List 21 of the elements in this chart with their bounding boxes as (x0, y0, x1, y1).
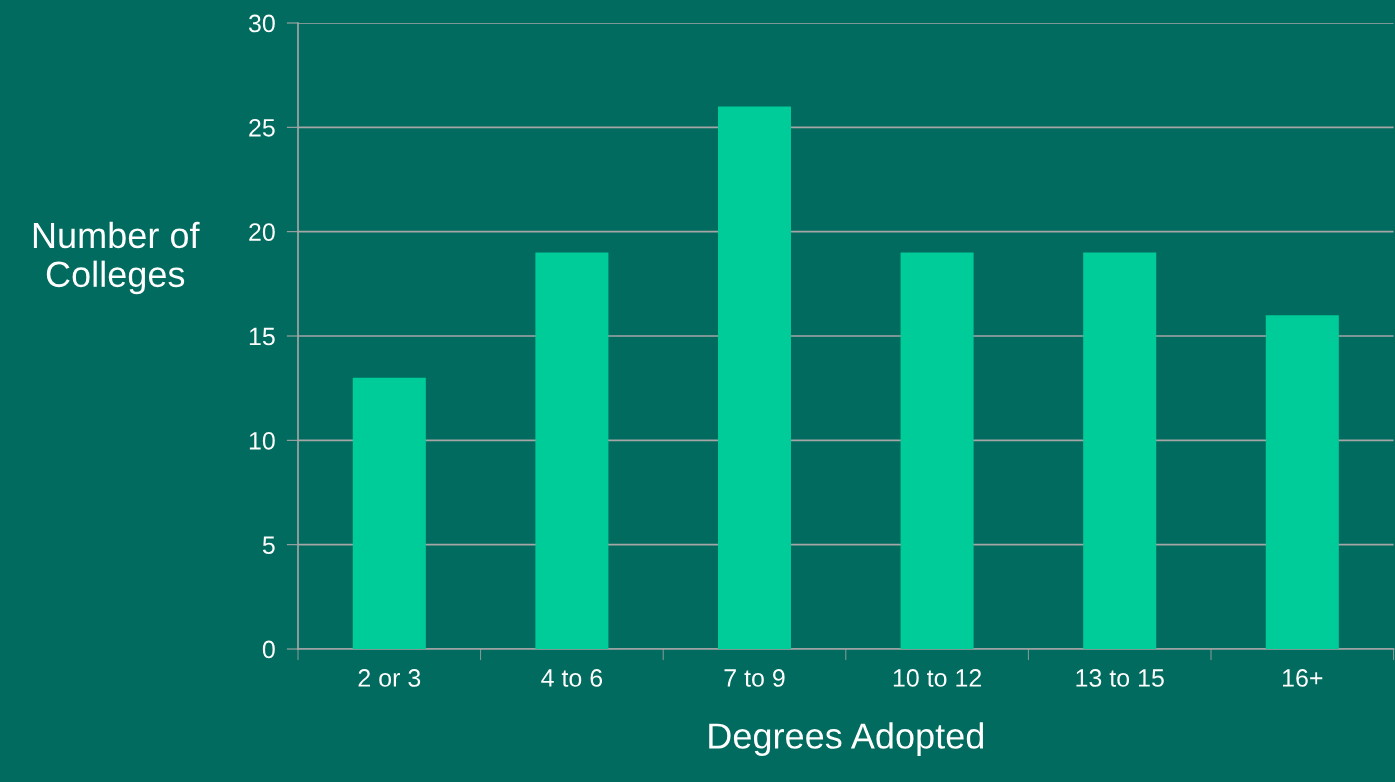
x-tick-label: 16+ (1283, 669, 1323, 687)
y-axis-title: Number of Colleges (33, 221, 200, 295)
bar (717, 106, 792, 649)
x-tick-label: 10 to 12 (893, 669, 982, 687)
y-tick-label: 15 (249, 327, 275, 346)
y-tick-label: 10 (249, 431, 275, 450)
y-tick-label: 25 (249, 118, 275, 137)
x-tick-label: 2 or 3 (358, 669, 421, 687)
y-tick-label: 30 (248, 14, 275, 33)
bar (1083, 252, 1157, 649)
bar (900, 252, 974, 649)
y-tick-label: 20 (249, 223, 275, 241)
bar (1265, 315, 1339, 649)
x-tick-label: 13 to 15 (1076, 669, 1164, 687)
x-tick-label: 4 to 6 (541, 669, 603, 687)
y-tick-label: 5 (262, 536, 275, 554)
bar (352, 377, 426, 649)
bar (535, 252, 609, 649)
x-axis-title: Degrees Adopted (709, 722, 984, 756)
x-tick-label: 7 to 9 (724, 669, 785, 687)
y-tick-label: 0 (262, 640, 275, 659)
